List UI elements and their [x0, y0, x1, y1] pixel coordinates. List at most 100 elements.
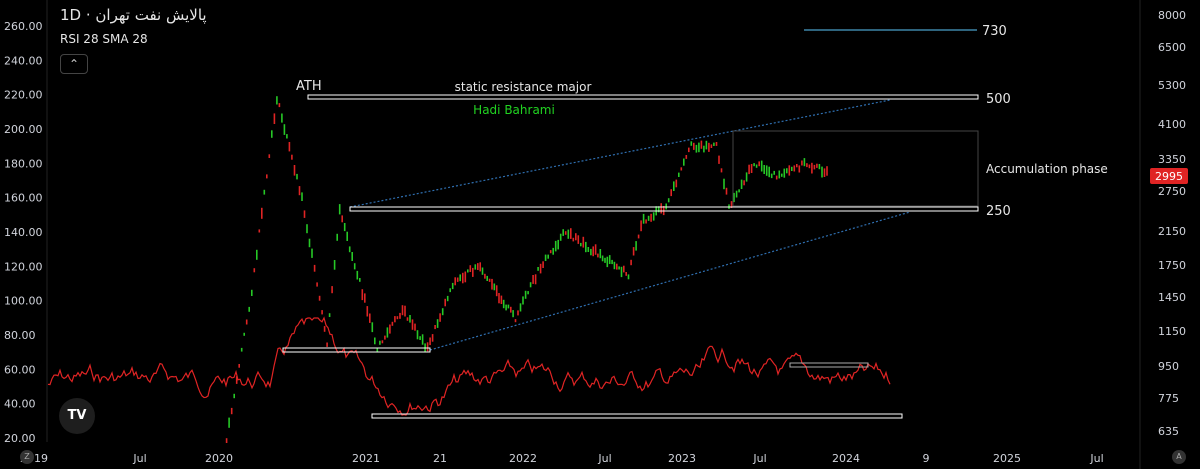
candle [577, 235, 580, 244]
chevron-up-icon[interactable]: ⌃ [60, 54, 88, 74]
candle [657, 206, 660, 213]
candle [599, 249, 602, 259]
candle [356, 270, 359, 280]
candle [570, 228, 572, 239]
candle [288, 142, 291, 152]
candle [431, 334, 434, 342]
low-box [282, 347, 431, 353]
candle [491, 278, 493, 290]
candle [778, 170, 781, 179]
candle [529, 282, 532, 288]
candle [371, 322, 374, 333]
candle [522, 296, 524, 305]
candle [665, 203, 667, 210]
candle [500, 295, 503, 304]
candle [753, 163, 755, 167]
candle [434, 325, 436, 330]
right-axis-tick: 2150 [1158, 225, 1186, 238]
right-axis-tick: 775 [1158, 392, 1179, 405]
indicator-label[interactable]: RSI 28 SMA 28 [60, 32, 148, 46]
candle [750, 164, 753, 173]
candle [660, 203, 662, 214]
candle [467, 269, 469, 273]
right-axis-tick: 1150 [1158, 325, 1186, 338]
candle [698, 142, 700, 153]
candle [575, 233, 577, 241]
candle [474, 264, 477, 270]
candle [376, 347, 379, 352]
candle [258, 229, 261, 233]
candle [293, 165, 296, 176]
candle [253, 268, 256, 273]
candle [240, 347, 243, 352]
left-axis-tick: 20.00 [4, 432, 36, 445]
candle [346, 231, 348, 241]
candle [278, 103, 281, 108]
z-icon[interactable]: Z [20, 450, 34, 464]
candle [710, 144, 713, 148]
candle [331, 286, 333, 294]
candle [720, 168, 723, 173]
candle [537, 267, 539, 271]
rsi-support-box [371, 413, 903, 419]
candle [281, 113, 283, 123]
candle [391, 321, 394, 326]
left-axis-tick: 220.00 [4, 89, 43, 102]
right-axis-tick: 950 [1158, 360, 1179, 373]
candle [321, 310, 323, 315]
level-label-730: 730 [982, 24, 1007, 39]
candle [650, 213, 652, 222]
candle [755, 164, 758, 168]
candle [444, 298, 446, 307]
candle [816, 163, 818, 168]
candle [811, 162, 813, 174]
a-icon[interactable]: A [1172, 450, 1186, 464]
candle [359, 278, 361, 282]
candle [429, 337, 431, 346]
candle [517, 310, 519, 316]
candle [449, 288, 451, 293]
candle [652, 212, 655, 221]
candle [625, 272, 627, 276]
support-250-box [349, 206, 979, 212]
candle [775, 175, 778, 180]
candle [341, 215, 343, 223]
candle [512, 310, 514, 318]
candle [495, 285, 498, 297]
candle [381, 340, 384, 344]
candle [389, 324, 391, 334]
candle [296, 173, 298, 180]
candle [562, 229, 564, 236]
candle [411, 319, 414, 330]
right-axis-tick: 1750 [1158, 259, 1186, 272]
candle [333, 260, 336, 270]
candle [552, 247, 554, 255]
candle [306, 224, 308, 234]
x-axis-tick: 2023 [668, 452, 696, 465]
left-axis-tick: 200.00 [4, 123, 43, 136]
candle [298, 186, 301, 196]
right-axis-tick: 3350 [1158, 153, 1186, 166]
candle [268, 154, 271, 158]
candle [477, 263, 479, 270]
candle [723, 178, 725, 190]
candle [409, 315, 411, 323]
candle [233, 393, 235, 399]
candle [328, 313, 331, 317]
x-axis-tick: Jul [752, 452, 766, 465]
candle [406, 317, 409, 321]
candle [693, 142, 695, 150]
candle [715, 142, 718, 146]
candle [667, 198, 670, 203]
candle [266, 174, 268, 179]
candle [608, 255, 611, 264]
candle [632, 247, 635, 256]
author-label: Hadi Bahrami [473, 103, 555, 117]
candle [743, 180, 745, 186]
candle [542, 261, 544, 268]
candle [419, 336, 421, 340]
candle [768, 166, 770, 178]
candle [245, 319, 248, 325]
candle [251, 289, 253, 296]
